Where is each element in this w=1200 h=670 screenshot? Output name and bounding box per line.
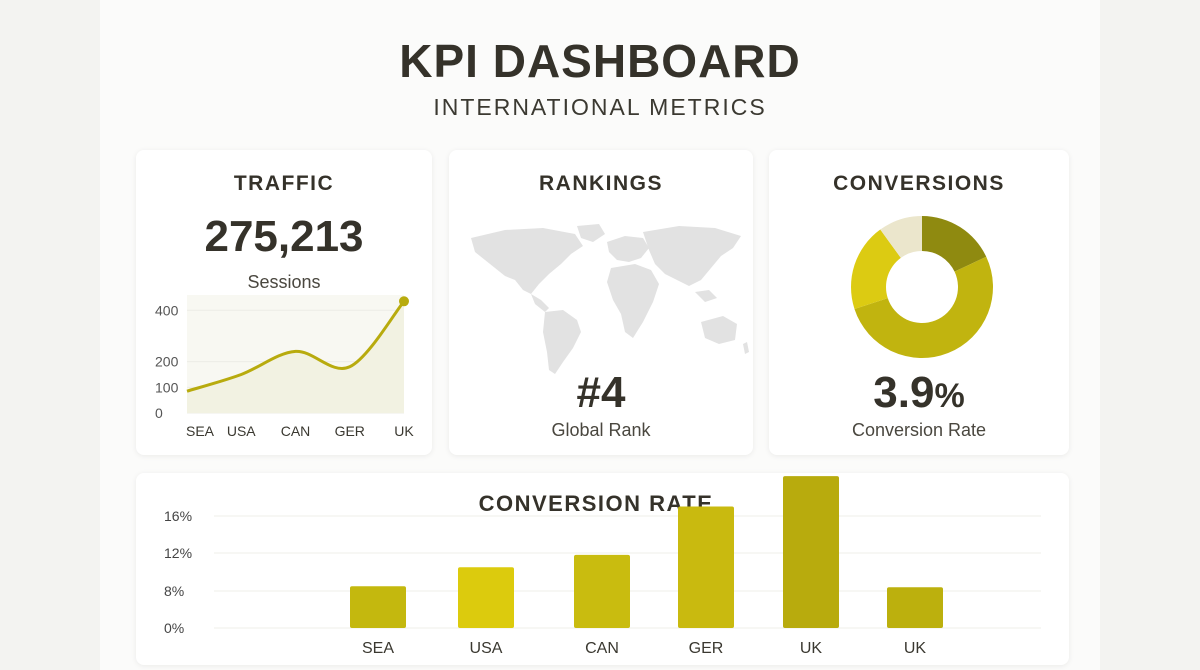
y-tick-label: 100: [155, 379, 179, 395]
dashboard-header: KPI DASHBOARD INTERNATIONAL METRICS: [0, 32, 1200, 124]
map-central-america: [531, 294, 549, 312]
map-southeast-asia: [695, 290, 717, 302]
traffic-card: TRAFFIC 275,213 Sessions 0 100 200 400 SEA US…: [136, 150, 432, 455]
bar-x-tick-label: UK: [800, 640, 823, 657]
line-point-marker: [399, 296, 409, 307]
donut-slice-1: [922, 216, 987, 272]
donut-slice-3: [851, 229, 901, 309]
conversions-title: CONVERSIONS: [833, 172, 1005, 195]
traffic-caption: Sessions: [247, 272, 321, 292]
x-tick-label: SEA: [186, 423, 215, 439]
bar-x-tick-label: SEA: [362, 640, 394, 657]
traffic-line-chart: 0 100 200 400 SEA USA CAN GER UK: [155, 295, 414, 439]
bar-y-tick-label: 0%: [164, 620, 184, 636]
bar-usa: [458, 567, 514, 628]
bar-uk: [887, 587, 943, 628]
x-tick-label: GER: [335, 423, 365, 439]
conversion-number: 3.9: [873, 368, 935, 417]
bar-y-tick-label: 12%: [164, 545, 192, 561]
traffic-line: [186, 300, 406, 393]
bar-x-tick-label: GER: [689, 640, 724, 657]
rankings-title: RANKINGS: [538, 172, 663, 195]
bar-y-tick-label: 16%: [164, 508, 192, 524]
bar-x-tick-label: CAN: [585, 640, 619, 657]
x-tick-label: CAN: [281, 423, 311, 439]
conversion-unit: %: [934, 377, 965, 415]
y-tick-label: 0: [155, 405, 163, 421]
conversion-rate-bar-chart: CONVERSION RATE 16% 12% 8% 0% SEA USA CAN GER UK U…: [164, 476, 1041, 657]
traffic-value: 275,213: [204, 212, 364, 261]
conversion-caption: Conversion Rate: [851, 420, 987, 440]
map-europe: [607, 236, 649, 262]
map-new-zealand: [743, 342, 749, 354]
map-asia: [643, 226, 741, 286]
x-tick-label: UK: [394, 423, 414, 439]
conversions-card: CONVERSIONS 3.9% Conversion Rate: [769, 150, 1069, 455]
map-greenland: [577, 224, 605, 242]
page-subtitle: INTERNATIONAL METRICS: [433, 94, 767, 120]
bar-sea: [350, 586, 406, 628]
map-africa: [607, 264, 659, 338]
traffic-title: TRAFFIC: [233, 172, 335, 195]
y-tick-label: 400: [155, 302, 179, 318]
rankings-card: RANKINGS #4 Global Rank: [449, 150, 753, 455]
map-north-america: [471, 228, 583, 294]
bar-x-tick-label: UK: [904, 640, 927, 657]
bar-can: [574, 554, 630, 628]
donut-slice-4: [880, 216, 922, 258]
line-area: [187, 301, 404, 413]
map-australia: [701, 316, 737, 344]
bar-ger: [678, 506, 734, 628]
conversion-rate-card: CONVERSION RATE 16% 12% 8% 0% SEA USA CAN GER UK U…: [136, 473, 1069, 665]
donut-slice-2: [854, 256, 993, 358]
conversions-donut-chart: [851, 216, 993, 358]
ranking-caption: Global Rank: [551, 420, 651, 440]
world-map-icon: [471, 224, 749, 374]
ranking-value: #4: [576, 368, 626, 417]
conversion-value: 3.9%: [769, 368, 1069, 418]
bar-chart-title: CONVERSION RATE: [479, 491, 714, 516]
bar-y-tick-label: 8%: [164, 583, 184, 599]
bar-uk: [783, 476, 839, 628]
y-tick-label: 200: [155, 354, 179, 370]
page-title: KPI DASHBOARD: [399, 35, 801, 87]
map-south-america: [543, 310, 581, 374]
x-tick-label: USA: [227, 423, 256, 439]
bar-x-tick-label: USA: [470, 640, 503, 657]
